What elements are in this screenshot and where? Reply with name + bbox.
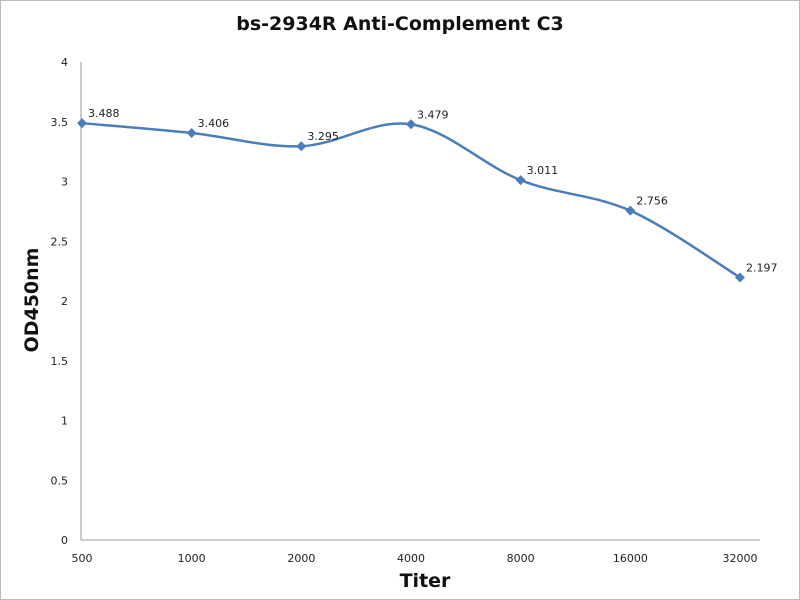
data-label: 2.756 — [636, 195, 668, 208]
x-tick-label: 8000 — [507, 552, 535, 565]
data-label: 3.406 — [198, 117, 230, 130]
data-label: 3.011 — [527, 164, 559, 177]
x-tick-label: 1000 — [178, 552, 206, 565]
y-tick-label: 1.5 — [51, 355, 69, 368]
x-axis-title: Titer — [400, 570, 451, 592]
data-label: 2.197 — [746, 261, 778, 274]
x-tick-label: 16000 — [613, 552, 648, 565]
y-tick-label: 2.5 — [51, 235, 69, 248]
data-point — [296, 141, 307, 152]
data-label: 3.488 — [88, 107, 120, 120]
data-point — [406, 119, 416, 130]
y-tick-label: 3.5 — [51, 116, 69, 129]
x-tick-label: 2000 — [287, 552, 315, 565]
x-tick-label: 4000 — [397, 552, 425, 565]
data-point — [515, 175, 526, 186]
data-point — [77, 118, 87, 129]
y-tick-label: 2 — [61, 295, 68, 308]
data-point — [625, 205, 636, 216]
chart-title: bs-2934R Anti-Complement C3 — [236, 13, 564, 35]
x-tick-label: 500 — [72, 552, 93, 565]
y-axis-title: OD450nm — [21, 248, 43, 353]
data-point — [186, 127, 197, 138]
data-point — [735, 272, 745, 283]
y-tick-label: 0 — [61, 534, 68, 547]
y-tick-label: 3 — [61, 176, 68, 189]
data-label: 3.295 — [307, 130, 339, 143]
y-tick-label: 0.5 — [51, 474, 69, 487]
y-tick-label: 4 — [61, 56, 68, 69]
data-label: 3.479 — [417, 108, 449, 121]
x-tick-label: 32000 — [723, 552, 758, 565]
y-tick-label: 1 — [61, 415, 68, 428]
